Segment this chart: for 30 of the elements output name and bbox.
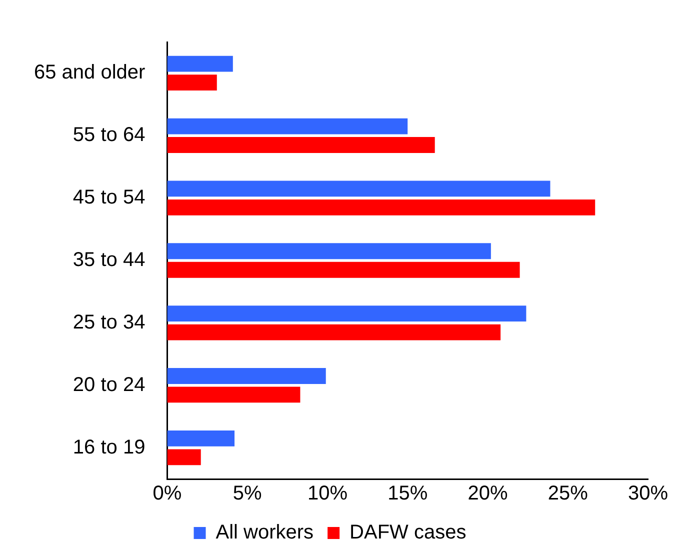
bar (167, 180, 550, 197)
legend-label: DAFW cases (350, 522, 466, 544)
x-tick-label: 15% (388, 482, 428, 505)
y-tick-label: 16 to 19 (72, 436, 146, 458)
bar (167, 262, 520, 278)
bar (167, 306, 526, 322)
y-tick-label: 55 to 64 (72, 124, 146, 146)
x-tick-label: 5% (232, 482, 262, 505)
x-tick-label: 20% (468, 482, 508, 505)
x-tick-label: 0% (152, 482, 182, 505)
bar (167, 199, 596, 216)
bar (167, 430, 235, 446)
y-tick-label: 65 and older (34, 62, 146, 84)
x-tick-label: 30% (628, 482, 668, 505)
y-tick-label: 25 to 34 (72, 311, 146, 334)
bar (167, 118, 408, 134)
y-tick-label: 20 to 24 (72, 374, 146, 396)
bar (167, 449, 201, 466)
bar (167, 74, 217, 91)
bar (167, 137, 435, 153)
x-tick-label: 25% (548, 482, 588, 505)
x-tick-label: 10% (307, 482, 348, 505)
bar (167, 386, 300, 403)
bar (167, 243, 491, 260)
bar (167, 368, 326, 384)
bar (167, 56, 233, 72)
bar (167, 324, 501, 340)
y-tick-label: 35 to 44 (72, 249, 146, 272)
y-tick-label: 45 to 54 (72, 186, 146, 209)
legend-label: All workers (216, 522, 314, 544)
